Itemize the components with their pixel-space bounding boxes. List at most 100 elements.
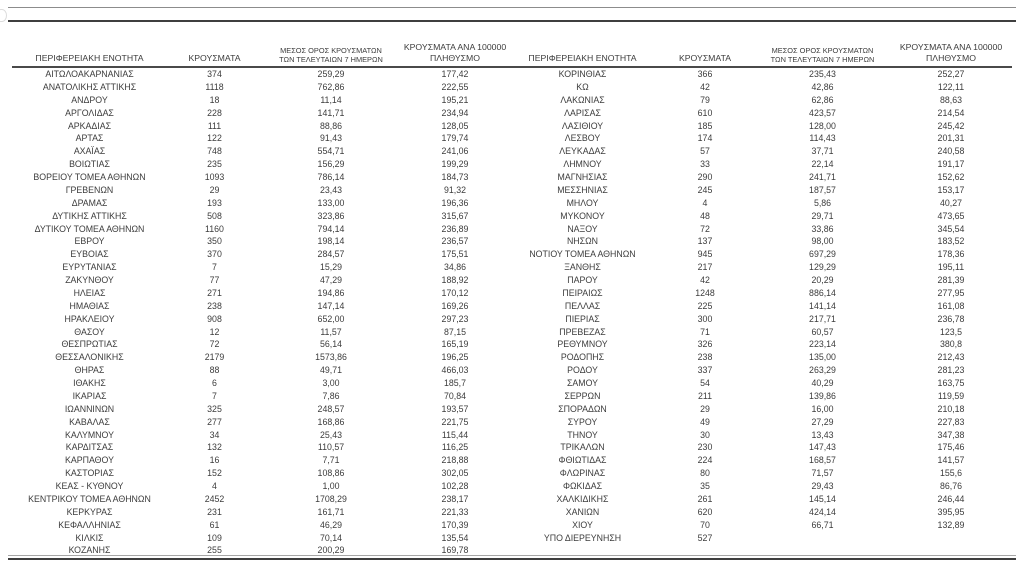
cell-region: ΝΗΣΩΝ <box>566 236 599 247</box>
cell-region: ΛΑΣΙΘΙΟΥ <box>561 120 604 131</box>
cell-per100k: 199,29 <box>441 159 469 170</box>
cell-avg7: 29,43 <box>811 481 834 492</box>
cell-region: ΠΑΡΟΥ <box>567 275 598 286</box>
cell-avg7: 98,00 <box>811 236 834 247</box>
cell-region: ΒΟΡΕΙΟΥ ΤΟΜΕΑ ΑΘΗΝΩΝ <box>33 172 146 183</box>
cell-per100k: 302,05 <box>441 468 469 479</box>
cell-avg7: 141,71 <box>317 107 345 118</box>
cell-avg7: 145,14 <box>809 493 836 504</box>
cell-avg7: 11,57 <box>320 326 342 337</box>
cell-cases: 224 <box>697 455 713 466</box>
cell-region: ΚΕΝΤΡΙΚΟΥ ΤΟΜΕΑ ΑΘΗΝΩΝ <box>28 493 151 504</box>
cell-region: ΚΕΡΚΥΡΑΣ <box>66 506 113 517</box>
cell-avg7: 424,14 <box>809 506 836 517</box>
table-row: ΑΧΑΪΑΣ 748 554,71 241,06 ΛΕΥΚΑΔΑΣ 57 37,71 240,… <box>12 145 1012 158</box>
cell-per100k: 175,51 <box>441 249 469 260</box>
cell-region: ΘΗΡΑΣ <box>74 365 105 376</box>
bottom-rule-thick <box>8 558 1016 560</box>
cell-per100k: 214,54 <box>937 107 965 118</box>
cell-avg7: 5,86 <box>813 197 832 208</box>
col-header-region-right: ΠΕΡΙΦΕΡΕΙΑΚΗ ΕΝΟΤΗΤΑ <box>510 36 655 68</box>
cell-avg7: 7,86 <box>322 390 340 401</box>
cell-region: ΘΑΣΟΥ <box>74 326 105 337</box>
cell-cases: 945 <box>697 249 713 260</box>
table-row: ΗΜΑΘΙΑΣ 238 147,14 169,26 ΠΕΛΛΑΣ 225 141,14 161… <box>12 300 1012 313</box>
cell-per100k: 115,44 <box>441 429 469 440</box>
cell-avg7: 241,71 <box>809 172 836 183</box>
cell-region: ΚΙΛΚΙΣ <box>75 532 104 543</box>
table-row: ΖΑΚΥΝΘΟΥ 77 47,29 188,92 ΠΑΡΟΥ 42 20,29 281,39 <box>12 274 1012 287</box>
header-line: ΜΕΣΟΣ ΟΡΟΣ ΚΡΟΥΣΜΑΤΩΝ <box>280 45 382 55</box>
cell-avg7: 33,86 <box>811 223 834 234</box>
cell-region: ΜΗΛΟΥ <box>566 197 599 208</box>
cell-per100k: 347,38 <box>937 429 965 440</box>
cell-avg7: 187,57 <box>809 184 836 195</box>
cell-region: ΦΘΙΩΤΙΔΑΣ <box>558 455 607 466</box>
cell-cases: 374 <box>207 69 222 80</box>
cell-region: ΠΕΙΡΑΙΩΣ <box>562 287 603 298</box>
cell-per100k: 246,44 <box>937 493 965 504</box>
header-line: ΚΡΟΥΣΜΑΤΑ ΑΝΑ 100000 <box>403 42 507 53</box>
cell-cases: 610 <box>697 107 713 118</box>
cell-cases: 80 <box>700 468 710 479</box>
cell-avg7: 323,86 <box>317 210 345 221</box>
cell-region: ΧΙΟΥ <box>572 519 593 530</box>
col-header-region-left: ΠΕΡΙΦΕΡΕΙΑΚΗ ΕΝΟΤΗΤΑ <box>12 36 167 68</box>
cell-region: ΛΑΚΩΝΙΑΣ <box>560 94 605 105</box>
cell-region: ΑΡΤΑΣ <box>75 133 104 144</box>
cell-avg7: 27,29 <box>811 416 834 427</box>
cell-region: ΠΕΛΛΑΣ <box>564 300 601 311</box>
cell-region: ΒΟΙΩΤΙΑΣ <box>69 159 110 170</box>
cell-region: ΘΕΣΣΑΛΟΝΙΚΗΣ <box>55 352 124 363</box>
cell-per100k: 184,73 <box>441 172 469 183</box>
cell-cases: 261 <box>697 493 713 504</box>
cell-cases: 57 <box>700 146 710 157</box>
cell-region: ΕΥΡΥΤΑΝΙΑΣ <box>62 262 117 273</box>
cell-per100k: 196,25 <box>441 352 469 363</box>
cell-region: ΗΛΕΙΑΣ <box>73 287 106 298</box>
cell-per100k: 252,27 <box>937 69 965 80</box>
cell-cases: 4 <box>212 481 217 492</box>
table-row: ΘΗΡΑΣ 88 49,71 466,03 ΡΟΔΟΥ 337 263,29 281,23 <box>12 364 1012 377</box>
cell-region: ΚΑΡΔΙΤΣΑΣ <box>65 442 114 453</box>
cell-cases: 12 <box>209 326 220 337</box>
cell-cases: 300 <box>697 313 713 324</box>
cell-cases: 61 <box>209 519 220 530</box>
cell-per100k: 185,7 <box>443 378 466 389</box>
cell-cases: 337 <box>697 365 713 376</box>
cell-cases: 7 <box>212 262 217 273</box>
cell-per100k: 315,67 <box>441 210 469 221</box>
cell-per100k: 122,11 <box>937 81 965 92</box>
cell-per100k: 91,32 <box>443 184 466 195</box>
cell-avg7: 66,71 <box>811 519 834 530</box>
cell-avg7: 147,14 <box>317 300 345 311</box>
cell-per100k: 218,88 <box>441 455 469 466</box>
cell-region: ΣΥΡΟΥ <box>567 416 598 427</box>
cell-avg7: 554,71 <box>317 146 345 157</box>
cell-region: ΘΕΣΠΡΩΤΙΑΣ <box>61 339 118 350</box>
cell-avg7: 259,29 <box>317 69 345 80</box>
cell-region: ΚΑΒΑΛΑΣ <box>69 416 110 427</box>
cell-avg7: 3,00 <box>322 378 340 389</box>
cell-cases: 18 <box>209 94 220 105</box>
cell-cases: 185 <box>697 120 713 131</box>
cell-per100k: 177,42 <box>441 69 469 80</box>
cell-avg7: 110,57 <box>317 442 345 453</box>
cell-avg7: 248,57 <box>317 403 345 414</box>
cell-per100k: 201,31 <box>937 133 965 144</box>
cell-cases: 70 <box>700 519 710 530</box>
top-rule-thin <box>8 7 1016 8</box>
cell-per100k: 473,65 <box>937 210 965 221</box>
cell-per100k: 152,62 <box>937 172 965 183</box>
cell-cases: 132 <box>207 442 222 453</box>
cell-avg7: 56,14 <box>319 339 342 350</box>
cell-cases: 238 <box>207 300 222 311</box>
cell-avg7: 71,57 <box>811 468 834 479</box>
cell-avg7: 794,14 <box>317 223 345 234</box>
cell-avg7: 46,29 <box>319 519 342 530</box>
cell-region: ΣΑΜΟΥ <box>566 378 599 389</box>
cell-per100k: 221,75 <box>441 416 469 427</box>
header-line: ΠΛΗΘΥΣΜΟ <box>430 53 480 64</box>
cell-avg7: 194,86 <box>317 287 345 298</box>
cell-avg7: 139,86 <box>809 390 836 401</box>
